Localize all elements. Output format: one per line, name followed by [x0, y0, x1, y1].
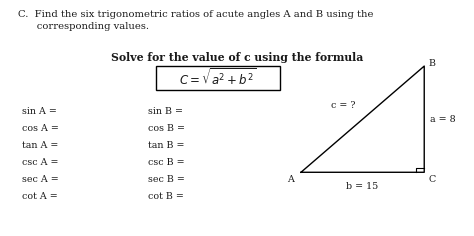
Text: B: B [429, 59, 436, 68]
Text: a = 8: a = 8 [430, 115, 456, 124]
Text: sec A =: sec A = [22, 175, 59, 184]
Text: csc B =: csc B = [148, 158, 185, 167]
Text: corresponding values.: corresponding values. [18, 22, 149, 31]
Text: tan A =: tan A = [22, 141, 58, 150]
Text: sin A =: sin A = [22, 107, 57, 116]
Text: cot A =: cot A = [22, 192, 58, 201]
Text: c = ?: c = ? [331, 101, 356, 110]
Text: A: A [287, 175, 294, 184]
Text: cos A =: cos A = [22, 124, 59, 133]
Text: $C = \sqrt{a^2 + b^2}$: $C = \sqrt{a^2 + b^2}$ [179, 67, 257, 88]
Text: Solve for the value of c using the formula: Solve for the value of c using the formu… [111, 52, 363, 63]
Text: sin B =: sin B = [148, 107, 183, 116]
Text: sec B =: sec B = [148, 175, 185, 184]
Text: tan B =: tan B = [148, 141, 184, 150]
Bar [156, 66, 280, 90]
Text: cos B =: cos B = [148, 124, 185, 133]
Text: b = 15: b = 15 [346, 182, 379, 191]
Text: cot B =: cot B = [148, 192, 184, 201]
Text: C: C [428, 175, 435, 184]
Text: C.  Find the six trigonometric ratios of acute angles A and B using the: C. Find the six trigonometric ratios of … [18, 10, 374, 19]
Text: csc A =: csc A = [22, 158, 58, 167]
